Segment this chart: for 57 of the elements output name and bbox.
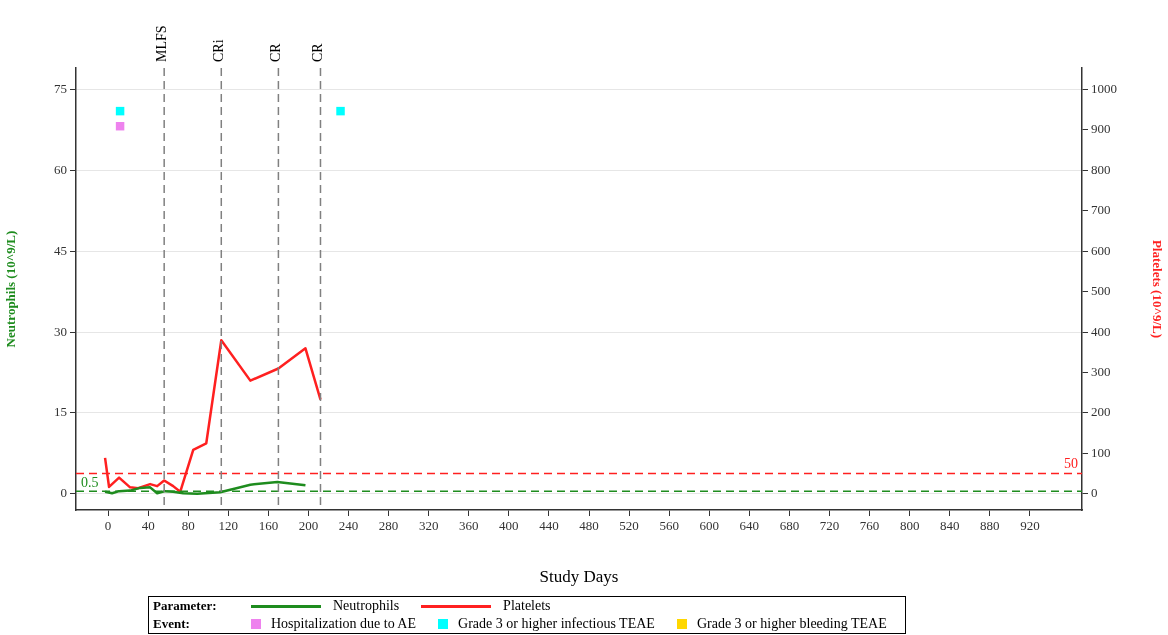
- x-tick-label: 80: [181, 518, 195, 534]
- x-tick-label: 40: [141, 518, 155, 534]
- y2-tick-label: 800: [1091, 161, 1111, 177]
- x-tick-label: 800: [899, 518, 920, 534]
- legend-label: Platelets: [503, 598, 551, 614]
- x-tick-label: 640: [739, 518, 760, 534]
- y-tick-label: 75: [54, 80, 67, 96]
- y2-tick-label: 1000: [1091, 80, 1117, 96]
- x-tick-label: 720: [819, 518, 840, 534]
- x-tick-label: 360: [459, 518, 479, 534]
- x-tick-label: 200: [298, 518, 319, 534]
- x-tick-label: 160: [258, 518, 279, 534]
- x-tick-label: 320: [418, 518, 439, 534]
- x-tick-label: 560: [659, 518, 679, 534]
- x-tick-label: 280: [378, 518, 399, 534]
- x-tick-label: 760: [859, 518, 880, 534]
- x-tick-label: 920: [1020, 518, 1040, 534]
- x-tick-label: 520: [619, 518, 639, 534]
- legend-label: Hospitalization due to AE: [271, 616, 417, 632]
- y2-axis-title: Platelets (10^9/L): [1149, 239, 1165, 339]
- y2-tick-label: 200: [1091, 404, 1111, 420]
- y2-tick-label: 0: [1091, 485, 1098, 501]
- legend-title: Parameter:: [153, 598, 218, 614]
- y-tick-label: 30: [54, 323, 67, 339]
- y2-tick-label: 900: [1091, 121, 1111, 137]
- y-tick-label: 45: [54, 242, 67, 258]
- text: Event:: [153, 616, 191, 632]
- y-tick-label: 0: [60, 485, 67, 501]
- x-tick-label: 240: [338, 518, 359, 534]
- x-tick-label: 680: [779, 518, 800, 534]
- y2-tick-label: 100: [1091, 444, 1111, 460]
- legend-label: Neutrophils: [333, 598, 400, 614]
- x-axis-title: Study Days: [539, 567, 619, 587]
- ref-line-label: MLFS: [153, 25, 169, 62]
- legend-label: Grade 3 or higher bleeding TEAE: [696, 616, 887, 632]
- ref-line-label: CR: [310, 42, 326, 62]
- x-tick-label: 0: [104, 518, 112, 534]
- y-axis-title: Neutrophils (10^9/L): [3, 230, 19, 348]
- legend-label: Grade 3 or higher infectious TEAE: [458, 616, 655, 632]
- x-tick-label: 480: [579, 518, 599, 534]
- x-tick-label: 600: [699, 518, 720, 534]
- ref-line-label: CRi: [210, 39, 226, 62]
- x-tick-label: 880: [980, 518, 1000, 534]
- y-tick-label: 60: [54, 161, 67, 177]
- x-tick-label: 400: [499, 518, 519, 534]
- x-tick-label: 120: [218, 518, 239, 534]
- ref-line-label: CR: [268, 42, 284, 62]
- y2-tick-label: 700: [1091, 202, 1111, 218]
- x-tick-label: 440: [539, 518, 559, 534]
- ref-line-label: 0.5: [81, 474, 99, 490]
- y2-tick-label: 500: [1091, 283, 1111, 299]
- ref-line-label: 50: [1064, 456, 1078, 472]
- x-tick-label: 840: [939, 518, 960, 534]
- y2-tick-label: 400: [1091, 323, 1111, 339]
- y2-tick-label: 300: [1091, 363, 1111, 379]
- y2-tick-label: 600: [1091, 242, 1111, 258]
- y-tick-label: 15: [54, 404, 67, 420]
